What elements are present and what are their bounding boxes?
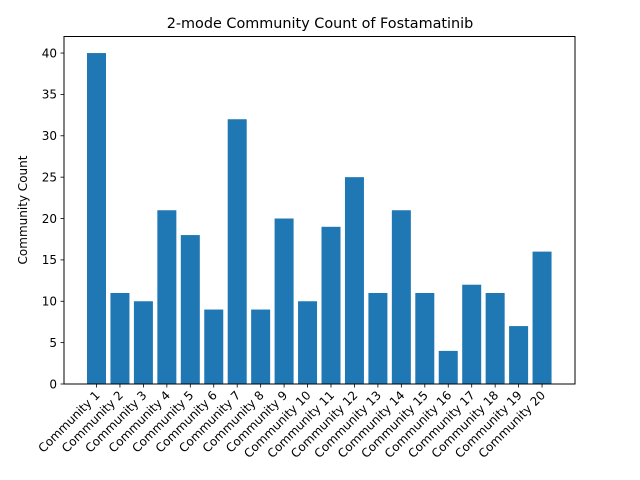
y-axis-label: Community Count (16, 155, 30, 264)
y-tick-label: 30 (42, 129, 57, 143)
bar-11 (321, 226, 341, 384)
bar-12 (344, 177, 364, 384)
bar-10 (298, 301, 318, 384)
bar-4 (157, 210, 177, 384)
bar-18 (485, 292, 505, 384)
y-tick-label: 5 (49, 336, 57, 350)
y-tick-label: 10 (42, 295, 57, 309)
bar-5 (180, 235, 200, 384)
bar-3 (133, 301, 153, 384)
y-tick-label: 35 (42, 88, 57, 102)
bar-16 (438, 350, 458, 384)
bar-20 (532, 251, 552, 384)
bar-17 (462, 284, 482, 384)
bar-2 (110, 292, 130, 384)
bar-13 (368, 292, 388, 384)
bars-group (87, 53, 552, 385)
chart-title: 2-mode Community Count of Fostamatinib (167, 16, 474, 32)
y-tick-label: 25 (42, 170, 57, 184)
bar-8 (251, 309, 271, 384)
bar-19 (509, 326, 529, 384)
bar-1 (87, 53, 106, 385)
y-tick-label: 0 (49, 377, 57, 391)
bar-9 (274, 218, 294, 384)
plot-frame (63, 36, 576, 385)
bar-15 (415, 292, 435, 384)
y-axis-ticks: 0 5 10 15 20 25 30 35 40 (42, 46, 64, 391)
bar-6 (204, 309, 224, 384)
y-tick-label: 15 (42, 253, 57, 267)
bar-14 (391, 210, 411, 384)
y-tick-label: 20 (42, 212, 57, 226)
y-tick-label: 40 (42, 46, 57, 60)
bar-7 (227, 119, 247, 385)
